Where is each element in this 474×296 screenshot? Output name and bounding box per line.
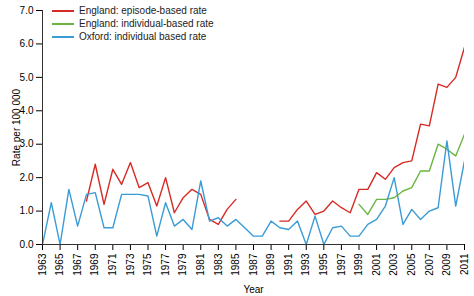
- svg-text:1985: 1985: [230, 253, 241, 276]
- html-text:Oxford: individual based rate: Oxford: individual based rate: [79, 31, 207, 42]
- svg-text:2011: 2011: [459, 253, 470, 275]
- svg-text:2.0: 2.0: [20, 172, 34, 183]
- svg-text:7.0: 7.0: [20, 5, 34, 16]
- svg-text:1981: 1981: [195, 253, 206, 276]
- svg-text:0.0: 0.0: [20, 239, 34, 250]
- svg-text:1991: 1991: [283, 253, 294, 276]
- svg-text:2009: 2009: [441, 253, 452, 276]
- svg-text:2003: 2003: [388, 253, 399, 276]
- svg-text:1997: 1997: [336, 253, 347, 276]
- svg-text:4.0: 4.0: [20, 105, 34, 116]
- html-text:England: episode-based rate: England: episode-based rate: [79, 5, 207, 16]
- svg-text:1987: 1987: [248, 253, 259, 276]
- svg-text:1973: 1973: [125, 253, 136, 276]
- svg-text:2001: 2001: [371, 253, 382, 276]
- svg-text:1977: 1977: [160, 253, 171, 276]
- svg-text:Year: Year: [243, 284, 264, 295]
- svg-text:1965: 1965: [54, 253, 65, 276]
- svg-text:1999: 1999: [353, 253, 364, 276]
- html-text:England: individual-based rate: England: individual-based rate: [79, 18, 214, 29]
- svg-text:2007: 2007: [424, 253, 435, 276]
- svg-text:1.0: 1.0: [20, 205, 34, 216]
- svg-text:1979: 1979: [177, 253, 188, 276]
- svg-text:1975: 1975: [142, 253, 153, 276]
- svg-text:1983: 1983: [213, 253, 224, 276]
- svg-text:Rate per 100 000: Rate per 100 000: [11, 88, 22, 166]
- svg-text:1963: 1963: [37, 253, 48, 276]
- svg-text:1995: 1995: [318, 253, 329, 276]
- svg-text:6.0: 6.0: [20, 38, 34, 49]
- svg-text:1969: 1969: [89, 253, 100, 276]
- svg-text:1993: 1993: [300, 253, 311, 276]
- svg-text:1971: 1971: [107, 253, 118, 276]
- svg-text:3.0: 3.0: [20, 138, 34, 149]
- svg-text:1989: 1989: [265, 253, 276, 276]
- svg-text:2005: 2005: [406, 253, 417, 276]
- svg-text:1967: 1967: [72, 253, 83, 276]
- svg-text:5.0: 5.0: [20, 72, 34, 83]
